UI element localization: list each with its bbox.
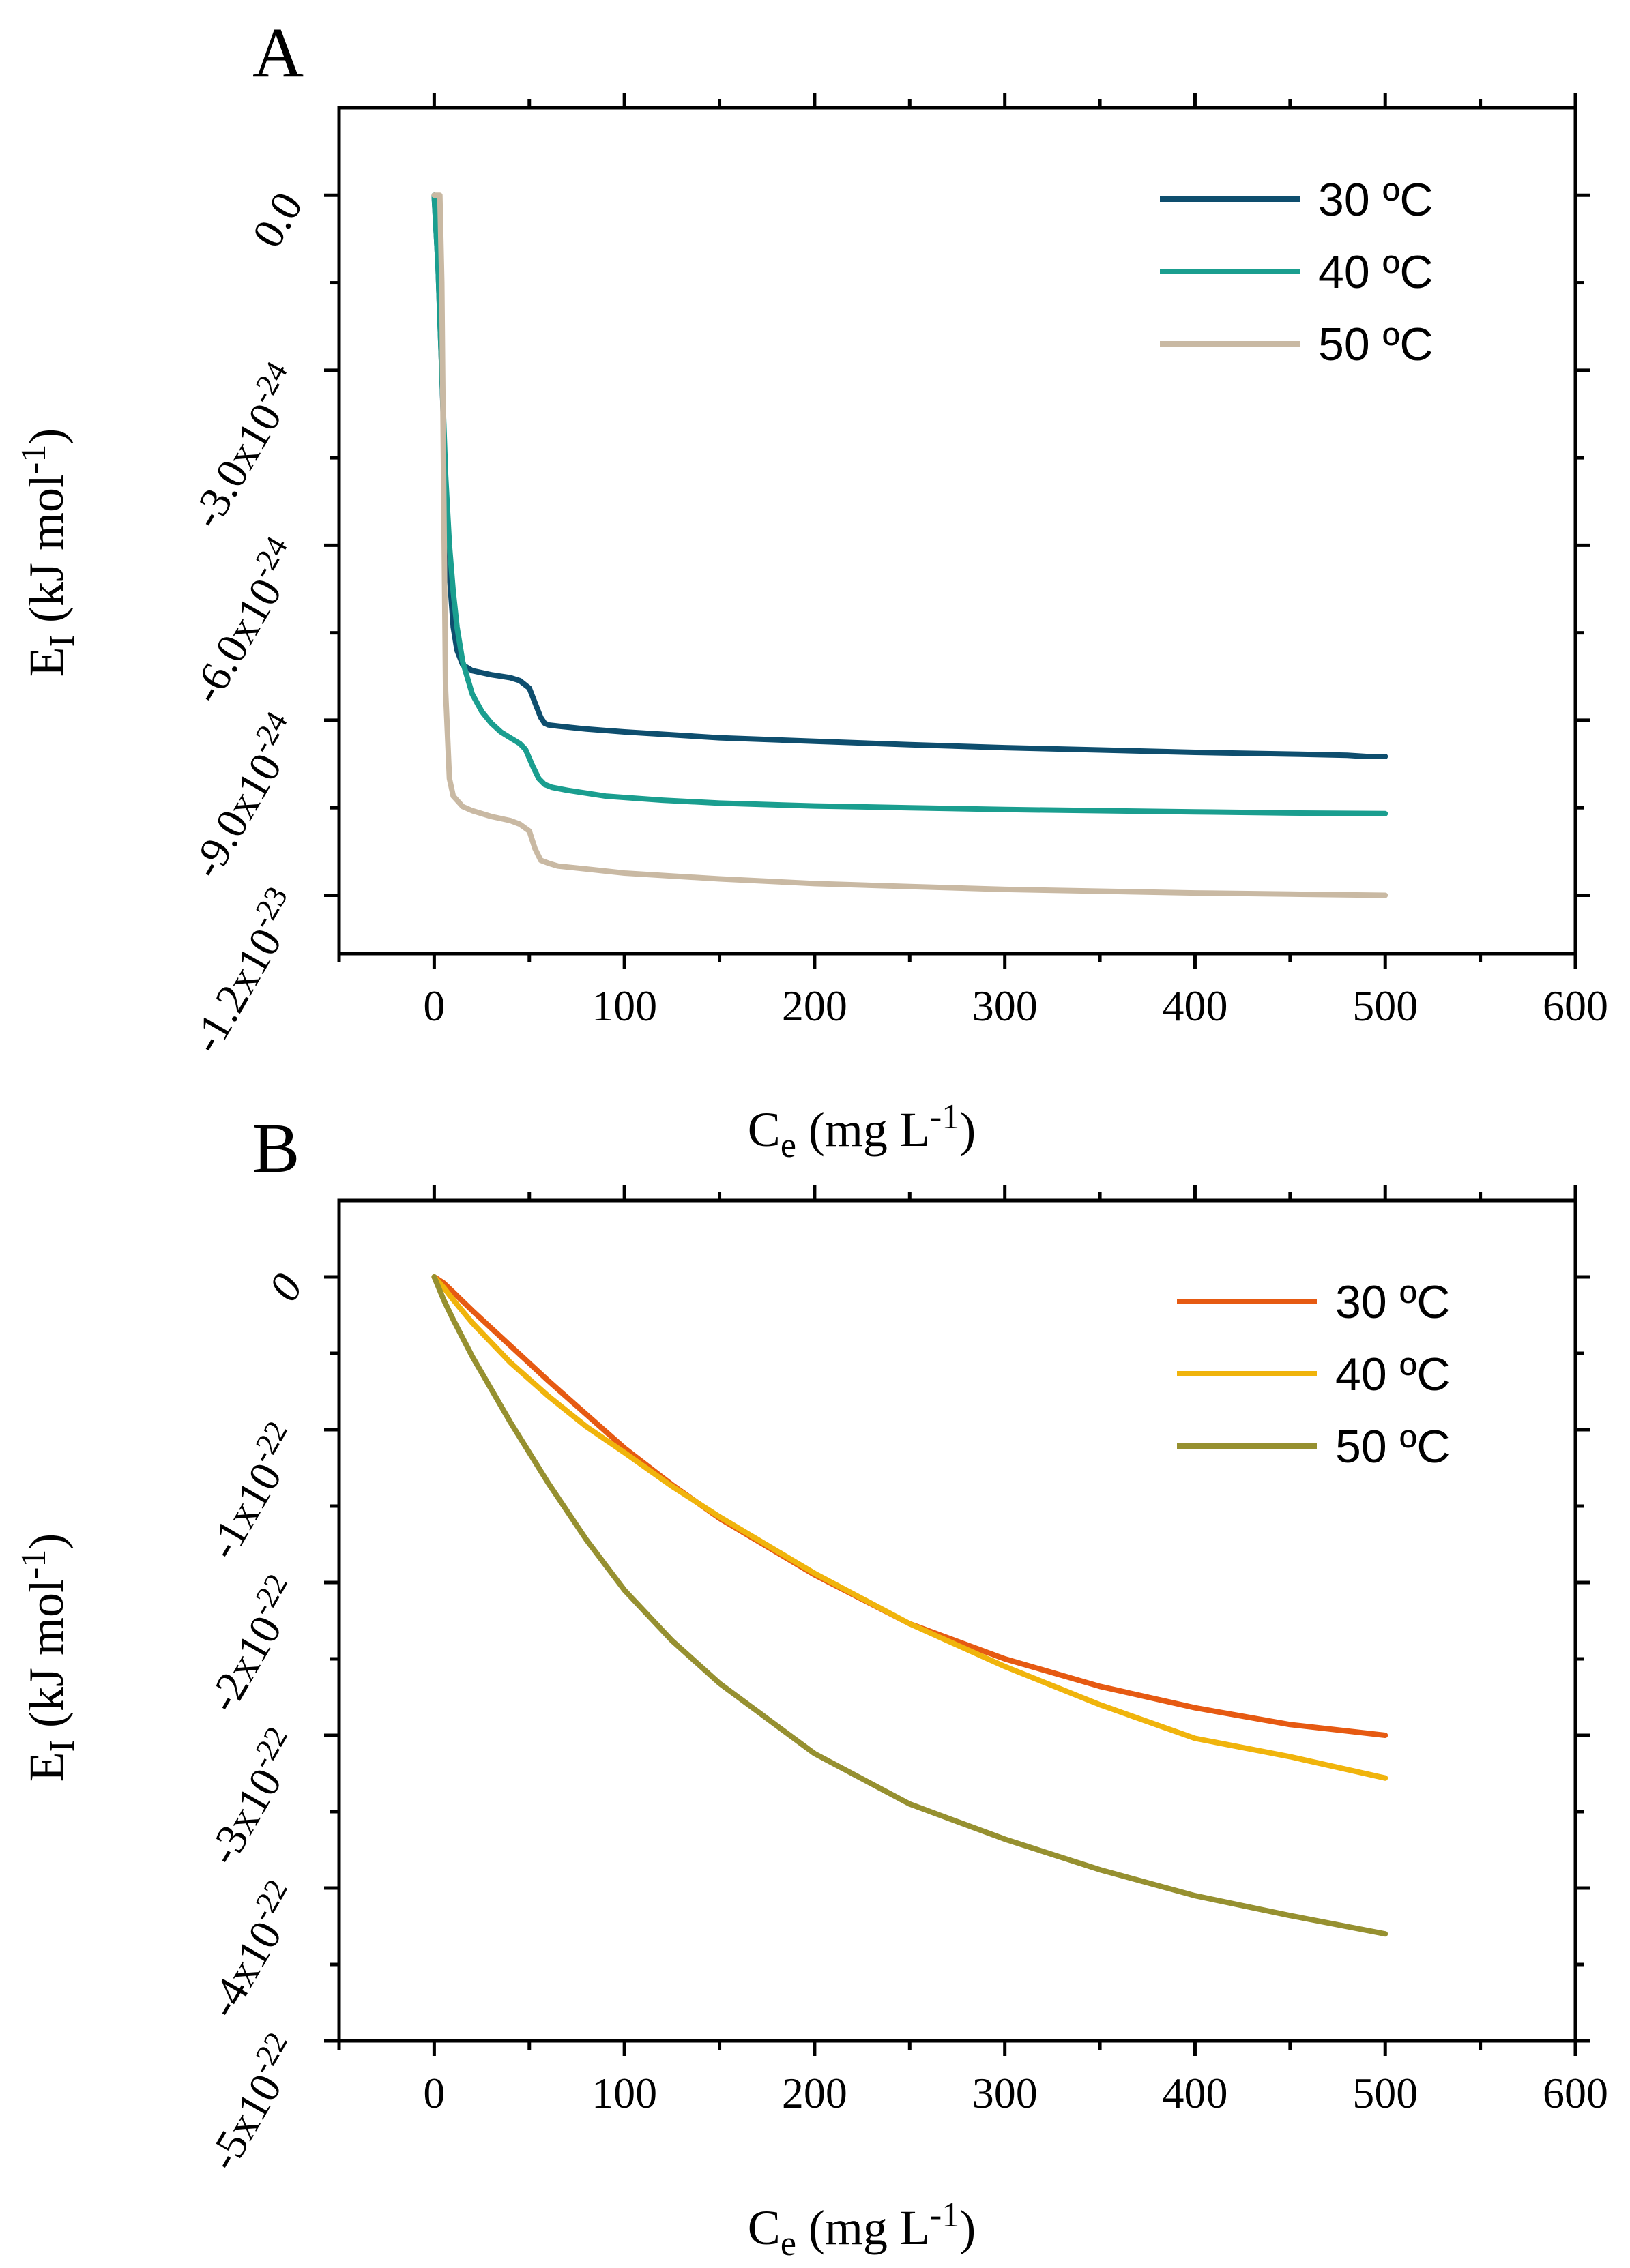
legend-label: 40 ºC xyxy=(1335,1349,1450,1400)
panel-a-x-axis-label: Ce (mg L-1) xyxy=(748,1098,976,1165)
y-tick-label: -2x10-22 xyxy=(192,1568,312,1720)
panel-a-ticks: 0 100 200 300 400 500 600 0.0 -3.0x10-24-6.0x10-… xyxy=(176,93,1608,1061)
x-tick-label: 400 xyxy=(1162,2069,1227,2117)
legend-label: 50 ºC xyxy=(1335,1421,1450,1473)
series-line-40c xyxy=(431,1274,1388,1781)
panel-b-series xyxy=(431,1274,1388,1937)
x-tick-label: 400 xyxy=(1162,982,1227,1030)
x-tick-label: 100 xyxy=(592,2069,657,2117)
y-tick-label: -9.0x10-24 xyxy=(176,705,312,885)
panel-b-frame xyxy=(337,1198,1577,2043)
panel-a-series xyxy=(431,192,1388,898)
panel-b-x-axis-label: Ce (mg L-1) xyxy=(748,2196,976,2263)
series-line-30c xyxy=(431,192,1388,759)
y-tick-label: -1.2x10-23 xyxy=(176,881,312,1061)
panel-a-legend: 30 ºC 40 ºC 50 ºC xyxy=(1160,174,1433,370)
x-tick-label: 100 xyxy=(592,982,657,1030)
panel-b-plot xyxy=(337,1198,1577,2043)
panel-a-letter: A xyxy=(252,14,304,92)
y-tick-label: -6.0x10-24 xyxy=(176,531,312,711)
panel-a-frame xyxy=(337,106,1577,956)
series-line-50c xyxy=(431,192,1388,898)
series-line-50c xyxy=(431,1274,1388,1937)
panel-a-y-axis-label: EI (kJ mol-1) xyxy=(14,428,82,677)
legend-label: 30 ºC xyxy=(1335,1276,1450,1328)
panel-b-y-axis-label: EI (kJ mol-1) xyxy=(14,1533,82,1782)
y-tick-label: -5x10-22 xyxy=(192,2027,312,2179)
y-tick-label: 0 xyxy=(259,1266,312,1309)
legend-label: 30 ºC xyxy=(1318,174,1433,226)
legend-label: 40 ºC xyxy=(1318,246,1433,298)
y-tick-label: 0.0 xyxy=(243,184,312,256)
x-tick-label: 500 xyxy=(1352,982,1418,1030)
series-line-30c xyxy=(431,1274,1388,1738)
x-tick-label: 200 xyxy=(782,982,847,1030)
x-tick-label: 300 xyxy=(972,2069,1038,2117)
y-tick-label: -4x10-22 xyxy=(192,1874,312,2026)
x-tick-label: 500 xyxy=(1352,2069,1418,2117)
panel-b-legend: 30 ºC 40 ºC 50 ºC xyxy=(1177,1276,1450,1473)
x-tick-label: 300 xyxy=(972,982,1038,1030)
legend-label: 50 ºC xyxy=(1318,319,1433,370)
x-tick-label: 200 xyxy=(782,2069,847,2117)
panel-b-letter: B xyxy=(252,1109,300,1188)
panel-b-ticks: 0 100 200 300 400 500 600 0 -1x10-22-2x10-22-3x1… xyxy=(192,1185,1608,2179)
panel-a-plot xyxy=(337,106,1577,956)
x-tick-label: 0 xyxy=(423,2069,445,2117)
x-tick-label: 600 xyxy=(1543,982,1608,1030)
x-tick-label: 0 xyxy=(423,982,445,1030)
y-tick-label: -3x10-22 xyxy=(192,1721,312,1873)
panel-a: A 0 100 200 300 400 500 600 0.0 -3.0x10-24-6.0x1… xyxy=(14,14,1608,1165)
panel-b: B 0 100 200 300 400 500 600 0 -1x10-22-2x10-22-3… xyxy=(14,1109,1608,2263)
y-tick-label: -3.0x10-24 xyxy=(176,355,312,535)
y-tick-label: -1x10-22 xyxy=(192,1415,312,1567)
series-line-40c xyxy=(431,192,1388,816)
x-tick-label: 600 xyxy=(1543,2069,1608,2117)
